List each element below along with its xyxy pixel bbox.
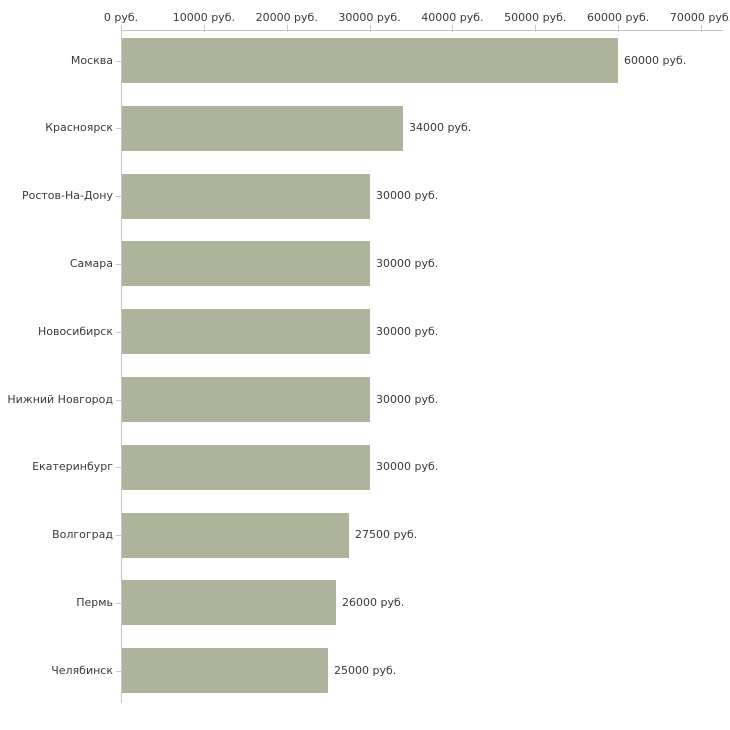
- x-axis-line: [121, 30, 723, 31]
- category-label: Екатеринбург: [32, 460, 113, 473]
- category-label: Челябинск: [51, 664, 113, 677]
- category-tick: [116, 61, 121, 62]
- x-axis-tick-label: 70000 руб.: [669, 11, 730, 24]
- category-tick: [116, 128, 121, 129]
- category-tick: [116, 264, 121, 265]
- category-tick: [116, 467, 121, 468]
- x-axis-tick: [203, 25, 205, 32]
- value-label: 30000 руб.: [376, 189, 439, 202]
- x-axis-tick-label: 30000 руб.: [338, 11, 401, 24]
- value-label: 30000 руб.: [376, 325, 439, 338]
- bar: [122, 513, 349, 558]
- category-label: Ростов-На-Дону: [21, 189, 113, 202]
- bar: [122, 241, 370, 286]
- x-axis-tick: [121, 25, 122, 32]
- x-axis-tick: [286, 25, 288, 32]
- category-label: Самара: [69, 257, 113, 270]
- value-label: 60000 руб.: [624, 54, 687, 67]
- category-label: Красноярск: [45, 121, 113, 134]
- value-label: 25000 руб.: [334, 664, 397, 677]
- category-label: Нижний Новгород: [7, 393, 113, 406]
- x-axis-tick: [369, 25, 371, 32]
- x-axis-tick: [618, 25, 620, 32]
- bar: [122, 309, 370, 354]
- x-axis-tick-label: 0 руб.: [103, 11, 139, 24]
- value-label: 26000 руб.: [342, 596, 405, 609]
- x-axis-tick-label: 40000 руб.: [421, 11, 484, 24]
- x-axis-tick: [701, 25, 702, 32]
- category-label: Новосибирск: [37, 325, 113, 338]
- value-label: 30000 руб.: [376, 257, 439, 270]
- x-axis-tick-label: 10000 руб.: [172, 11, 235, 24]
- category-label: Волгоград: [52, 528, 113, 541]
- category-label: Пермь: [76, 596, 113, 609]
- category-tick: [116, 671, 121, 672]
- category-label: Москва: [70, 54, 113, 67]
- bar: [122, 580, 336, 625]
- category-tick: [116, 332, 121, 333]
- value-label: 30000 руб.: [376, 460, 439, 473]
- value-label: 27500 руб.: [355, 528, 418, 541]
- x-axis-tick: [535, 25, 537, 32]
- bar: [122, 106, 403, 151]
- bar: [122, 648, 328, 693]
- value-label: 34000 руб.: [409, 121, 472, 134]
- category-tick: [116, 535, 121, 536]
- category-tick: [116, 196, 121, 197]
- bar: [122, 445, 370, 490]
- bar: [122, 174, 370, 219]
- value-label: 30000 руб.: [376, 393, 439, 406]
- category-tick: [116, 400, 121, 401]
- category-tick: [116, 603, 121, 604]
- y-axis-line: [121, 30, 122, 703]
- x-axis-tick-label: 60000 руб.: [587, 11, 650, 24]
- bar: [122, 377, 370, 422]
- bar: [122, 38, 618, 83]
- x-axis-tick: [452, 25, 454, 32]
- x-axis-tick-label: 20000 руб.: [255, 11, 318, 24]
- x-axis-tick-label: 50000 руб.: [504, 11, 567, 24]
